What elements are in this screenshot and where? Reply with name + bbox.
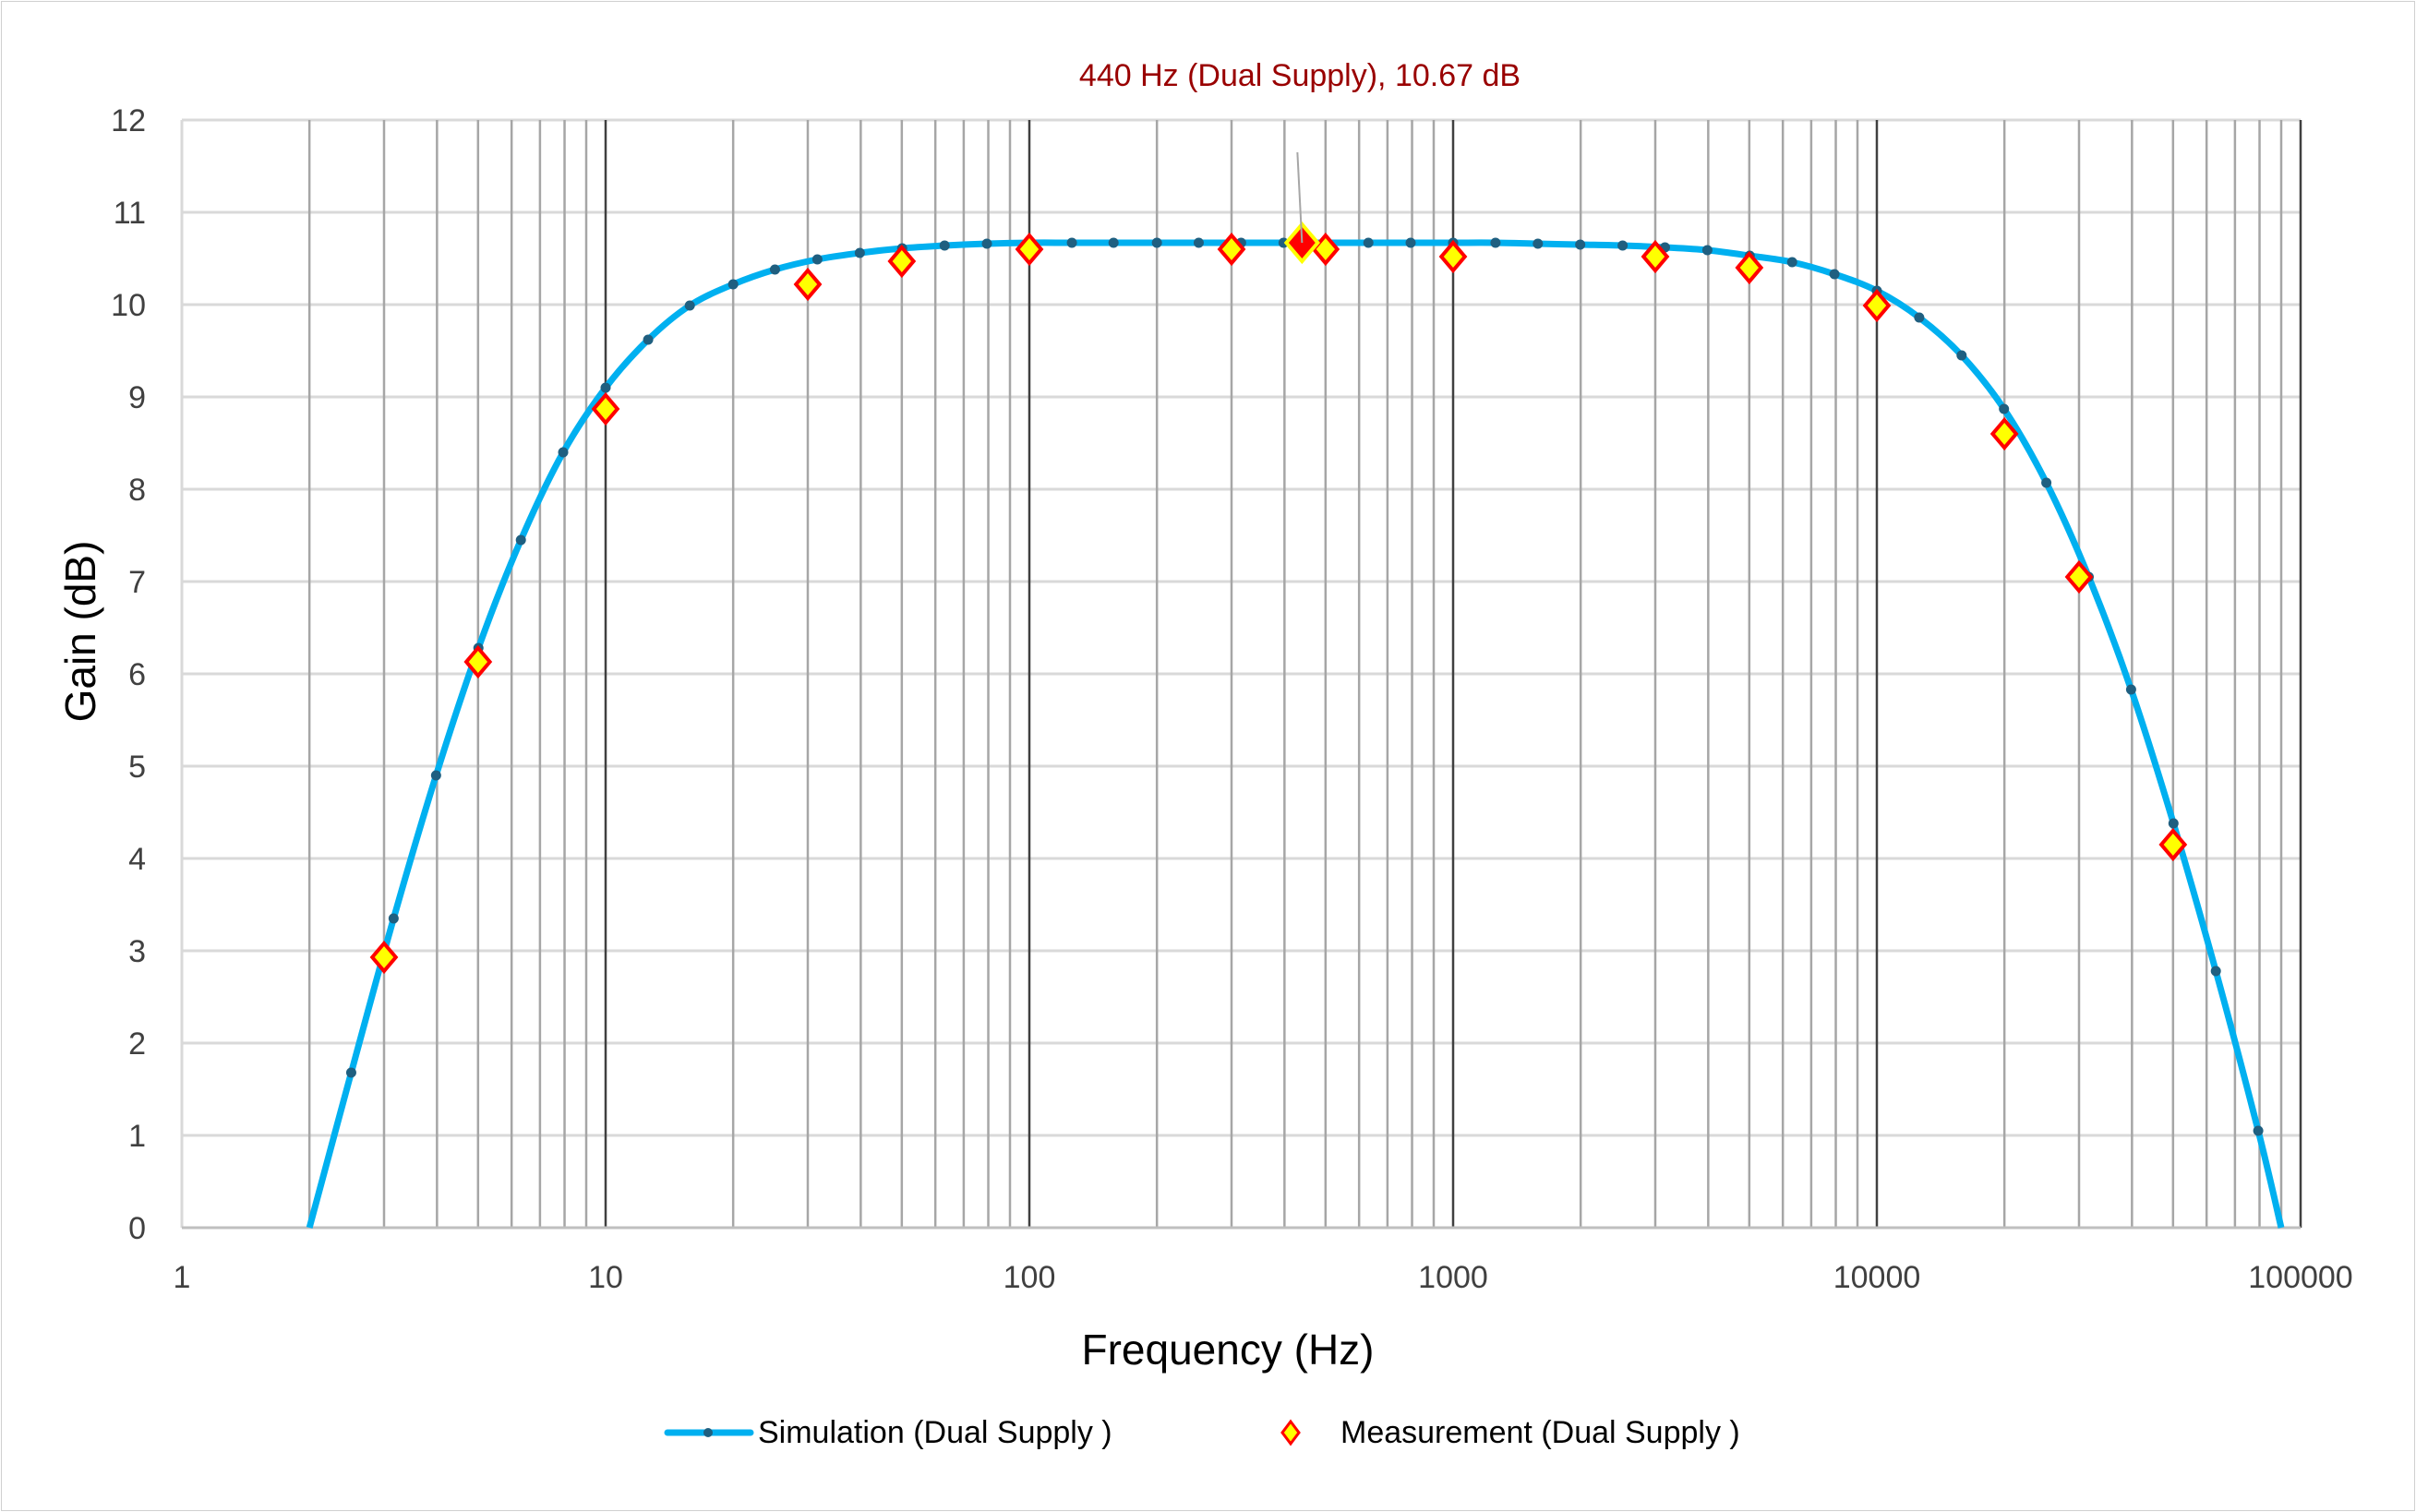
y-tick-label: 8 bbox=[128, 473, 146, 508]
x-tick-label: 10 bbox=[588, 1260, 623, 1295]
x-axis-title: Frequency (Hz) bbox=[1082, 1326, 1375, 1374]
measurement-point bbox=[1438, 239, 1468, 274]
y-tick-label: 2 bbox=[128, 1026, 146, 1062]
measurement-point bbox=[1015, 232, 1044, 267]
simulation-point bbox=[1829, 269, 1840, 280]
measurement-point bbox=[1217, 232, 1246, 267]
simulation-point bbox=[515, 534, 526, 546]
simulation-point bbox=[1999, 403, 2010, 414]
simulation-point bbox=[1193, 237, 1204, 248]
x-tick-label: 10000 bbox=[1833, 1260, 1921, 1295]
simulation-point bbox=[2125, 684, 2136, 695]
simulation-point bbox=[1701, 245, 1713, 256]
simulation-point bbox=[981, 238, 992, 249]
y-tick-label: 5 bbox=[128, 750, 146, 785]
x-tick-labels: 1 10 100 1000 10000 100000 bbox=[174, 1260, 2353, 1295]
simulation-point bbox=[811, 254, 823, 265]
simulation-point bbox=[1914, 312, 1925, 323]
x-tick-label: 1000 bbox=[1418, 1260, 1488, 1295]
measurement-point bbox=[2064, 559, 2094, 594]
simulation-point bbox=[1066, 237, 1077, 248]
measurement-point bbox=[591, 391, 620, 426]
simulation-point bbox=[1151, 237, 1162, 248]
series bbox=[306, 221, 2285, 1229]
simulation-point bbox=[1956, 350, 1967, 361]
simulation-point bbox=[2210, 966, 2221, 977]
y-tick-label: 9 bbox=[128, 380, 146, 415]
simulation-point bbox=[769, 264, 780, 275]
simulation-point bbox=[1617, 240, 1629, 251]
y-tick-label: 12 bbox=[111, 103, 146, 138]
simulation-point bbox=[430, 770, 441, 781]
simulation-point bbox=[600, 382, 611, 393]
legend-measurement-marker bbox=[1280, 1419, 1301, 1446]
y-tick-label: 4 bbox=[128, 842, 146, 877]
simulation-point bbox=[1363, 237, 1374, 248]
simulation-point bbox=[2253, 1125, 2264, 1136]
legend-simulation-marker bbox=[703, 1428, 713, 1437]
simulation-point bbox=[854, 247, 865, 258]
simulation-point bbox=[1533, 238, 1544, 249]
measurement-point bbox=[1735, 250, 1764, 285]
y-tick-label: 6 bbox=[128, 657, 146, 692]
measurement-point bbox=[887, 244, 917, 279]
simulation-point bbox=[1405, 237, 1416, 248]
y-tick-label: 7 bbox=[128, 565, 146, 600]
simulation-point bbox=[643, 334, 654, 345]
simulation-point bbox=[345, 1067, 356, 1078]
x-tick-label: 100 bbox=[1004, 1260, 1056, 1295]
legend: Simulation (Dual Supply ) Measurement (D… bbox=[664, 1415, 1740, 1450]
legend-simulation-label: Simulation (Dual Supply ) bbox=[758, 1415, 1112, 1450]
annotation-label: 440 Hz (Dual Supply), 10.67 dB bbox=[1079, 58, 1521, 93]
measurement-point bbox=[463, 644, 493, 679]
y-tick-label: 10 bbox=[111, 288, 146, 323]
simulation-point bbox=[2041, 477, 2052, 488]
measurement-point bbox=[1862, 288, 1892, 323]
x-tick-label: 100000 bbox=[2248, 1260, 2352, 1295]
simulation-point bbox=[727, 279, 739, 290]
grid bbox=[180, 118, 2302, 1230]
simulation-point bbox=[1108, 237, 1119, 248]
measurement-point bbox=[2158, 827, 2188, 862]
simulation-point bbox=[2168, 818, 2179, 829]
annotation-leader-line bbox=[1296, 151, 1304, 244]
y-axis-title: Gain (dB) bbox=[56, 541, 104, 723]
y-tick-label: 11 bbox=[114, 196, 146, 231]
measurement-point bbox=[1989, 416, 2019, 451]
simulation-point bbox=[558, 447, 569, 458]
legend-measurement-label: Measurement (Dual Supply ) bbox=[1340, 1415, 1740, 1450]
simulation-point bbox=[939, 240, 950, 251]
simulation-point bbox=[1490, 237, 1501, 248]
simulation-point bbox=[388, 913, 399, 924]
measurement-point bbox=[369, 940, 399, 975]
simulation-point bbox=[684, 300, 695, 311]
simulation-point bbox=[1575, 239, 1586, 250]
x-tick-label: 1 bbox=[174, 1260, 191, 1295]
y-tick-label: 0 bbox=[128, 1211, 146, 1246]
measurement-point bbox=[1641, 239, 1670, 274]
y-tick-label: 3 bbox=[128, 934, 146, 969]
simulation-point bbox=[1786, 257, 1797, 268]
measurement-point bbox=[793, 267, 823, 302]
y-tick-label: 1 bbox=[128, 1119, 146, 1154]
